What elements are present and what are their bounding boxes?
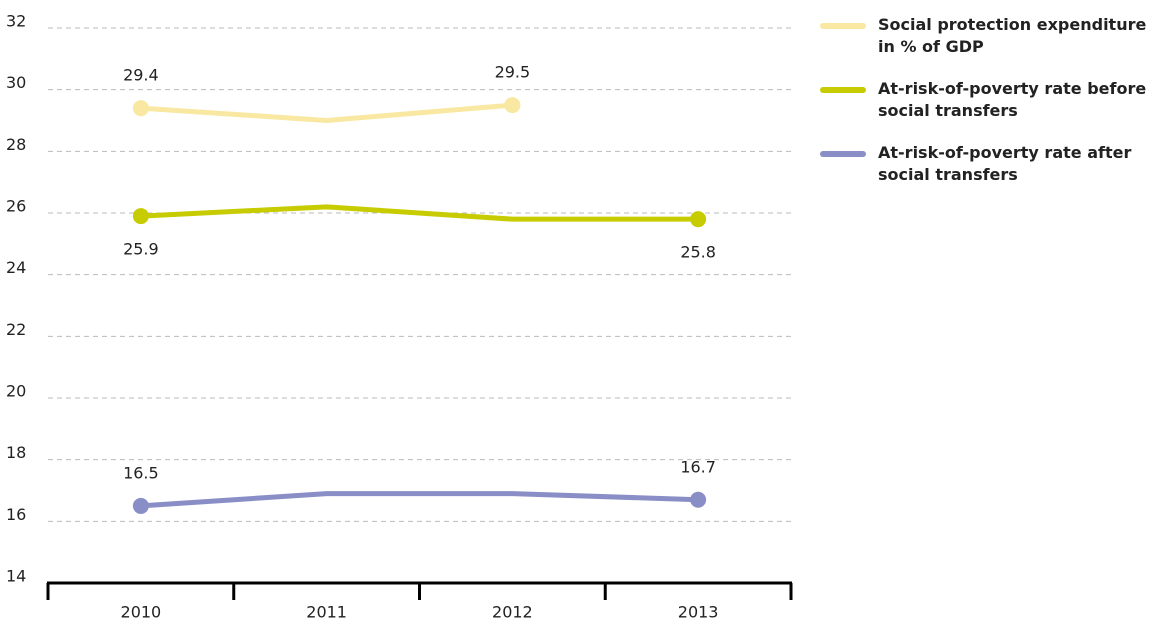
x-tick-label: 2010	[121, 603, 162, 622]
y-tick-label: 20	[6, 382, 26, 401]
data-label: 16.7	[680, 457, 716, 476]
x-tick-label: 2012	[492, 603, 533, 622]
y-tick-label: 26	[6, 197, 26, 216]
y-tick-label: 30	[6, 73, 26, 92]
point	[504, 97, 521, 114]
legend-label: At-risk-of-poverty rate before social tr…	[878, 79, 1147, 120]
data-label: 16.5	[123, 463, 159, 482]
y-tick-label: 18	[6, 443, 26, 462]
legend-swatch	[820, 87, 866, 93]
y-tick-label: 22	[6, 320, 26, 339]
legend-swatch	[820, 23, 866, 29]
data-label: 29.4	[123, 66, 159, 85]
y-tick-label: 24	[6, 258, 26, 277]
series-line	[140, 102, 513, 123]
legend-item: At-risk-of-poverty rate after social tra…	[820, 142, 1165, 186]
point	[690, 211, 707, 228]
data-label: 29.5	[495, 63, 531, 82]
legend-label: Social protection expenditure in % of GD…	[878, 15, 1147, 56]
legend-item: At-risk-of-poverty rate before social tr…	[820, 78, 1165, 122]
y-tick-label: 14	[6, 567, 26, 586]
data-label: 25.8	[680, 243, 716, 262]
series-line	[140, 204, 699, 222]
series-line	[140, 491, 699, 509]
x-tick-label: 2011	[306, 603, 347, 622]
y-tick-label: 32	[6, 12, 26, 31]
y-tick-label: 28	[6, 135, 26, 154]
point	[132, 100, 149, 117]
point	[132, 497, 149, 514]
point	[132, 208, 149, 225]
point	[690, 491, 707, 508]
legend-item: Social protection expenditure in % of GD…	[820, 14, 1165, 58]
legend-swatch	[820, 151, 866, 157]
y-tick-label: 16	[6, 505, 26, 524]
data-label: 25.9	[123, 240, 159, 259]
legend-label: At-risk-of-poverty rate after social tra…	[878, 143, 1132, 184]
x-tick-label: 2013	[678, 603, 719, 622]
